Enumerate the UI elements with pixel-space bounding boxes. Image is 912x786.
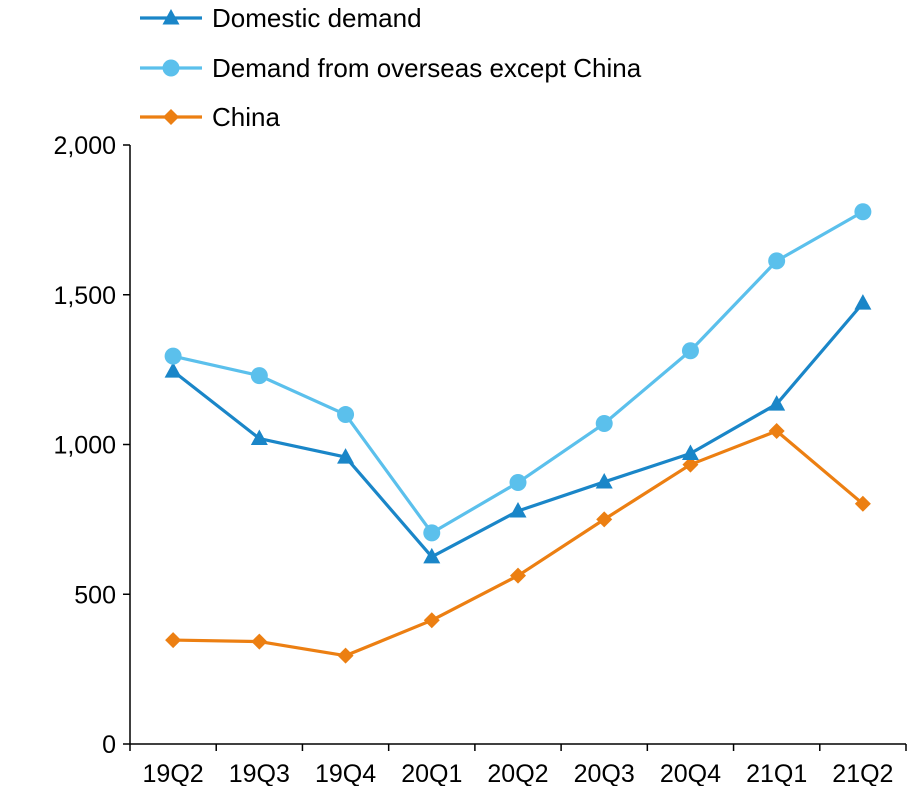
legend: Domestic demand Demand from overseas exce…	[140, 3, 642, 132]
data-point	[854, 203, 872, 221]
legend-marker	[162, 9, 180, 25]
data-point	[768, 252, 786, 270]
series-layer	[164, 203, 872, 664]
x-tick-label: 20Q1	[401, 760, 462, 786]
data-point	[768, 395, 786, 411]
legend-item-demand-from-overseas-except-china: Demand from overseas except China	[140, 53, 642, 83]
series-china	[165, 423, 871, 664]
series-demand-from-overseas-except-china	[164, 203, 872, 542]
x-tick-label: 19Q3	[229, 760, 290, 786]
legend-item-china: China	[140, 102, 280, 132]
data-point	[681, 342, 699, 360]
series-line	[173, 429, 864, 658]
legend-label: Domestic demand	[212, 3, 422, 33]
y-tick-label: 2,000	[53, 132, 116, 160]
data-point	[423, 612, 440, 629]
data-point	[165, 632, 182, 649]
data-point	[595, 415, 613, 433]
data-point	[423, 524, 441, 542]
data-point	[682, 456, 699, 473]
data-point	[768, 423, 785, 440]
y-tick-label: 0	[102, 731, 116, 759]
data-point	[337, 647, 354, 664]
x-tick-label: 19Q4	[315, 760, 376, 786]
series-domestic-demand	[164, 294, 872, 564]
legend-item-domestic-demand: Domestic demand	[140, 3, 422, 33]
x-axis: 19Q2 19Q3 19Q4 20Q1 20Q2 20Q3 20Q4 21Q1 21Q2	[129, 743, 907, 786]
data-point	[250, 367, 268, 385]
data-point	[509, 501, 527, 518]
x-tick-label: 21Q1	[746, 760, 807, 786]
data-point	[509, 474, 527, 492]
data-point	[250, 429, 268, 446]
data-point	[164, 347, 182, 365]
y-axis: 0 500 1,000 1,500 2,000	[53, 132, 131, 759]
legend-label: China	[212, 102, 280, 132]
data-point	[596, 511, 613, 528]
legend-marker	[163, 109, 179, 125]
series-line	[172, 302, 865, 559]
data-point	[681, 444, 699, 460]
x-tick-label: 21Q2	[832, 760, 893, 786]
data-point	[337, 448, 355, 464]
data-point	[164, 362, 182, 378]
legend-marker	[162, 59, 180, 77]
legend-label: Demand from overseas except China	[212, 53, 642, 83]
y-tick-label: 1,500	[53, 282, 116, 310]
x-tick-label: 20Q3	[574, 760, 635, 786]
data-point	[423, 547, 441, 564]
data-point	[854, 294, 872, 310]
data-point	[337, 406, 355, 424]
y-tick-label: 1,000	[53, 432, 116, 460]
x-tick-label: 20Q2	[487, 760, 548, 786]
data-point	[251, 633, 268, 650]
x-tick-label: 19Q2	[143, 760, 204, 786]
y-tick-label: 500	[74, 581, 116, 609]
x-tick-label: 20Q4	[660, 760, 721, 786]
data-point	[854, 495, 871, 512]
data-point	[595, 472, 613, 489]
data-point	[510, 567, 526, 584]
